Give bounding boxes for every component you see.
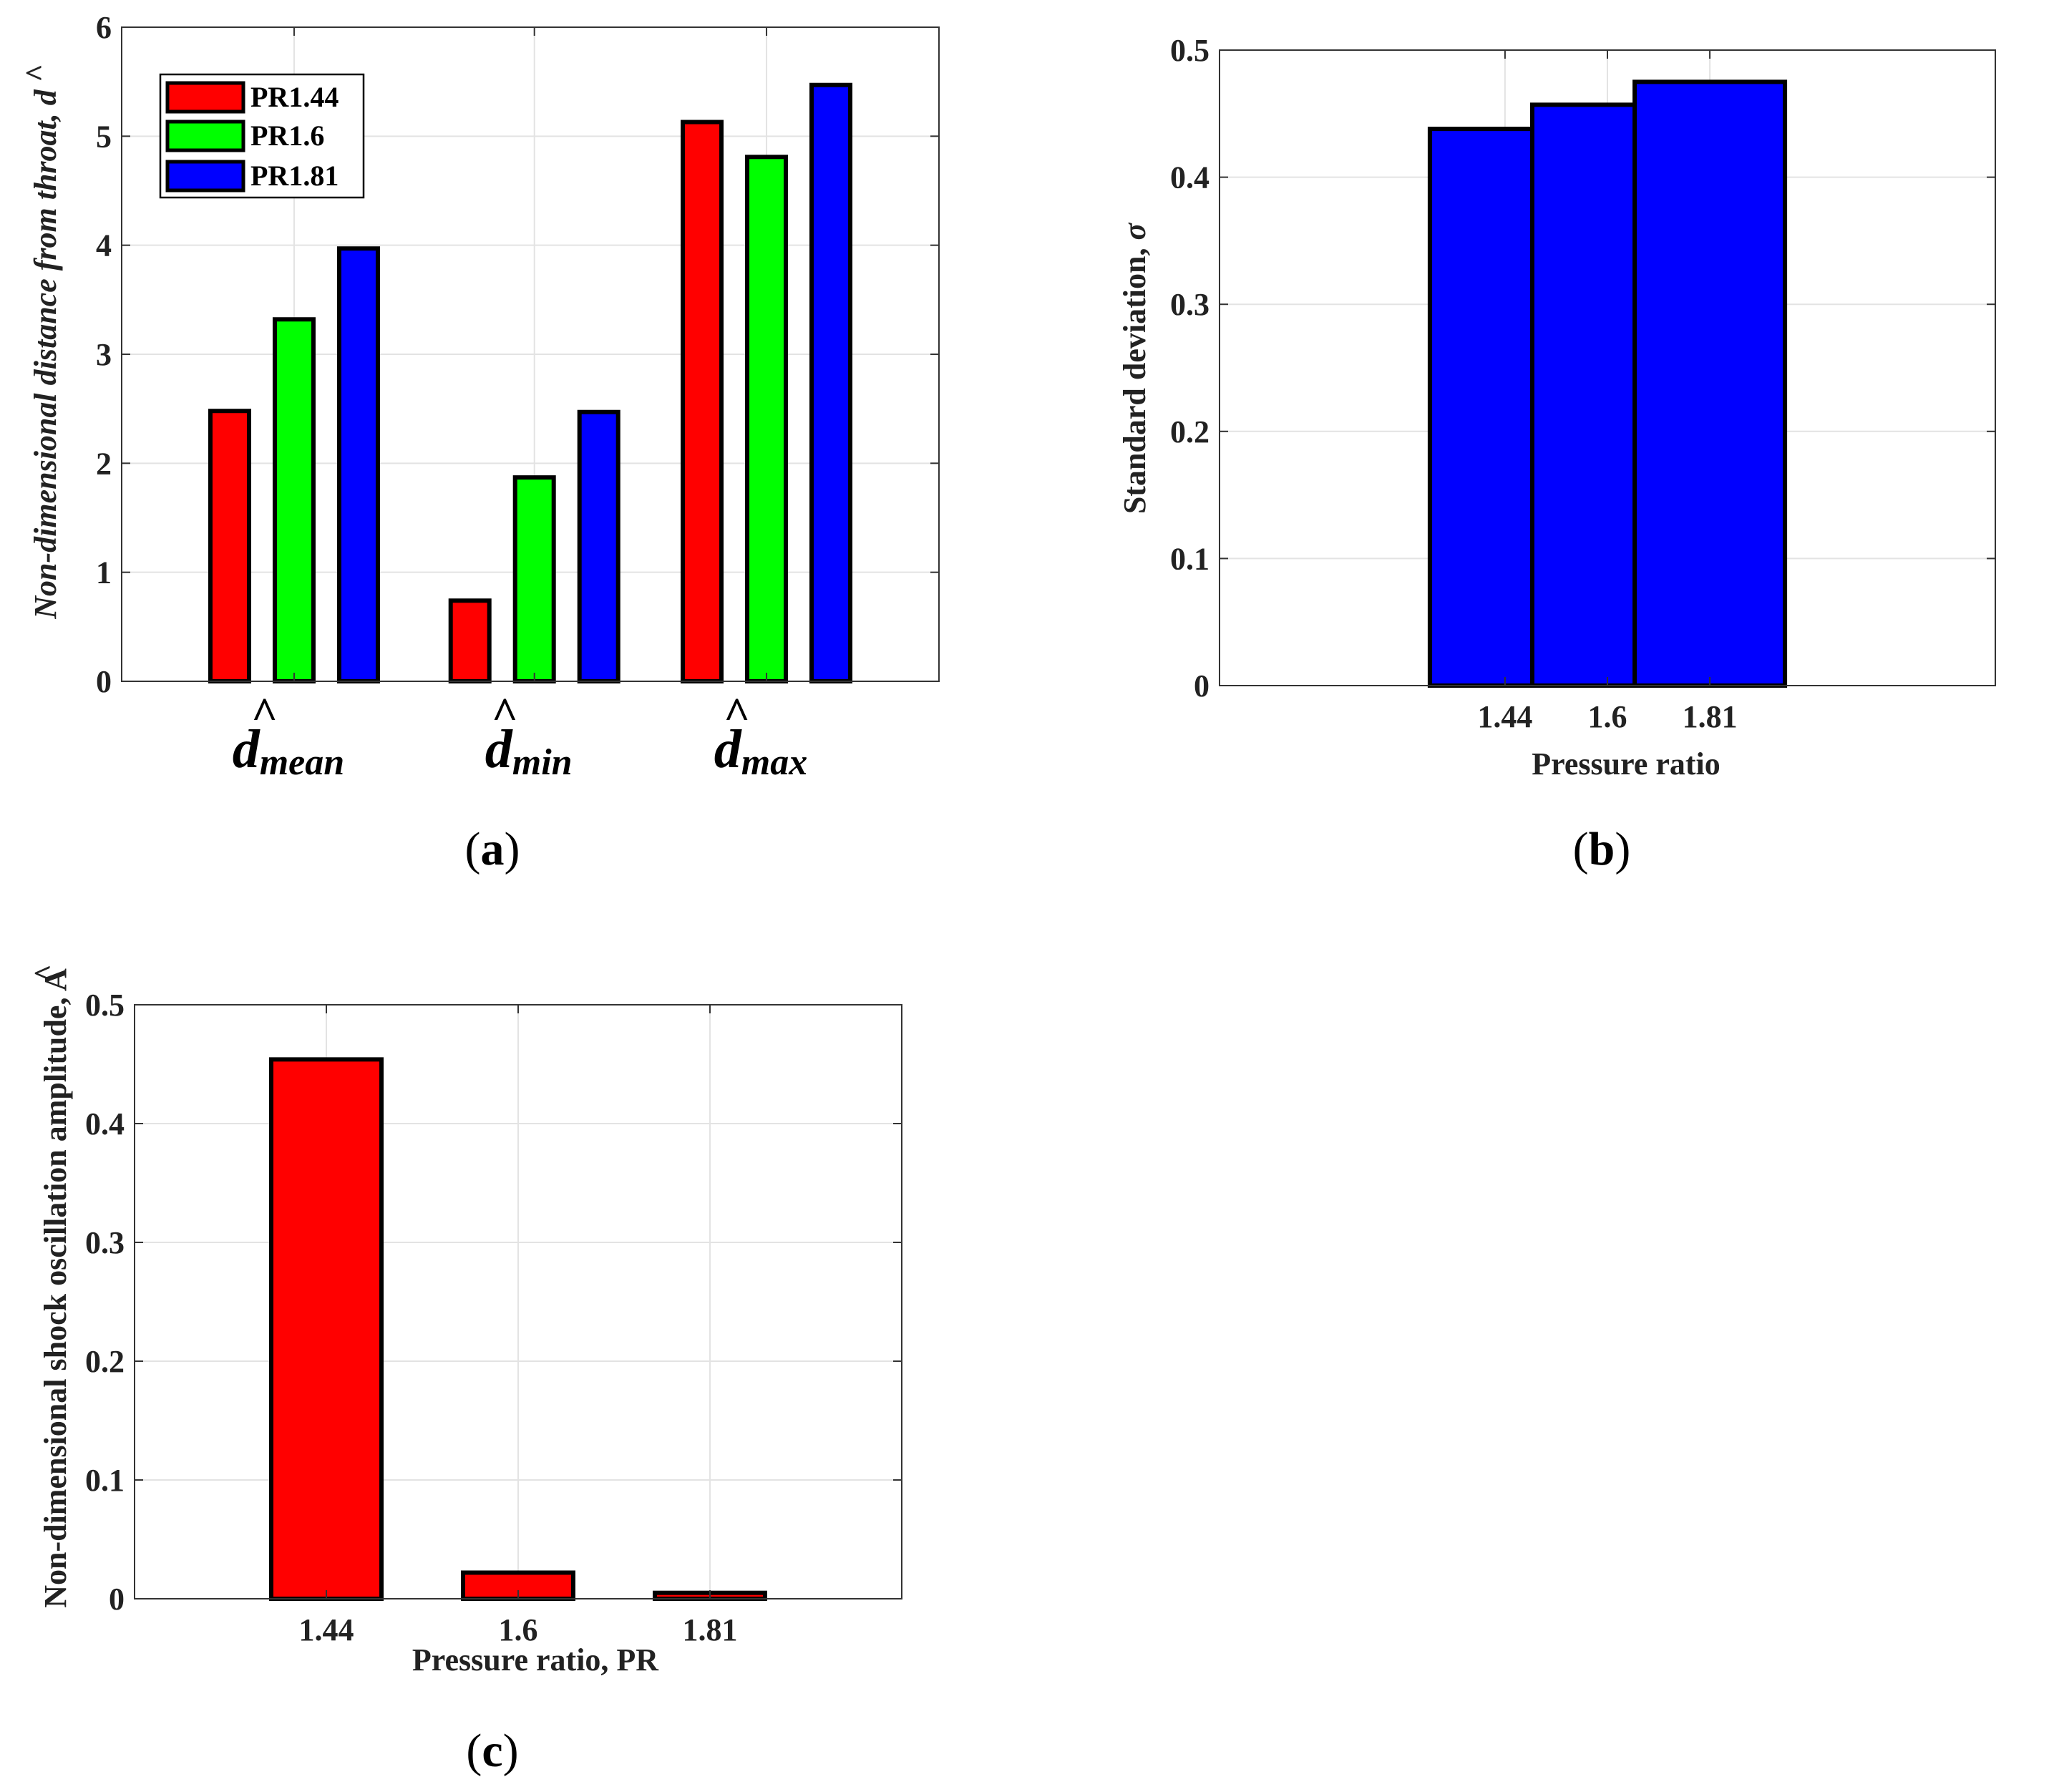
bar-PR144-mean [208, 409, 251, 683]
panel-b-x-tick-label: 1.6 [1588, 699, 1627, 734]
panel-b-y-tick-label: 0.5 [1170, 33, 1209, 68]
panel-a-legend: PR1.44 PR1.6 PR1.81 [159, 73, 365, 199]
category-label-d-mean: dmean^ [233, 688, 344, 783]
panel-c-x-tick-label: 1.44 [299, 1612, 354, 1647]
category-label-sub: max [741, 742, 807, 783]
bar-PR16-min [512, 475, 556, 683]
panel-c-chart: 0 0.1 0.2 0.3 0.4 0.5 1.44 1.6 1.81 Pressure ra… [28, 964, 902, 1777]
panel-b-x-tick-label: 1.81 [1683, 699, 1738, 734]
panel-a-y-axis-label: Non-dimensional distance from throat, d [28, 89, 63, 620]
legend-swatch-pr16 [165, 120, 245, 152]
panel-a-y-tick-label: 0 [96, 664, 112, 699]
panel-b-x-tick-label: 1.44 [1477, 699, 1532, 734]
legend-label-pr144: PR1.44 [250, 81, 339, 113]
bar-PR181-max [809, 82, 853, 683]
panel-c-y-tick-label: 0 [109, 1582, 125, 1617]
legend-label-pr16: PR1.6 [250, 120, 324, 152]
panel-b-bars [1427, 79, 1788, 688]
category-label-main: dmean [233, 719, 344, 783]
panel-c-y-axis-label-text: Non-dimensional shock oscillation amplit… [38, 991, 73, 1608]
panel-b-y-tick-label: 0 [1194, 668, 1209, 703]
panel-b-caption-letter: b [1589, 823, 1615, 875]
panel-c-y-axis-label-hat: ^ [28, 964, 63, 983]
category-label-hat: ^ [724, 688, 749, 739]
panel-a-y-axis-label-hat: ^ [19, 64, 54, 82]
panel-b-x-axis-label: Pressure ratio [1532, 746, 1720, 781]
panel-a-y-axis-label-text: Non-dimensional distance from throat, [28, 105, 63, 620]
category-label-base: d [233, 719, 261, 779]
panel-b-y-tick-label: 0.4 [1170, 160, 1209, 195]
panel-a-bars [208, 82, 853, 684]
panel-c-x-axis-label: Pressure ratio, PR [412, 1642, 659, 1677]
panel-c-caption-close: ) [503, 1725, 519, 1777]
panel-b-caption-close: ) [1615, 823, 1630, 875]
panel-a-y-tick-label: 1 [96, 555, 112, 590]
panel-c-caption: (c) [466, 1725, 518, 1777]
panel-a-y-axis-label-symbol: d [28, 89, 63, 105]
panel-c-y-tick-label: 0.5 [85, 988, 125, 1023]
panel-b-y-axis-label-text: Standard deviation, [1117, 240, 1152, 515]
panel-b-y-tick-label: 0.2 [1170, 414, 1209, 449]
panel-c-y-axis-label-symbol: A [38, 968, 73, 991]
panel-b-caption-open: ( [1573, 823, 1589, 875]
panel-c-caption-letter: c [482, 1725, 502, 1777]
panel-a-caption-open: ( [465, 823, 481, 875]
panel-a-caption: (a) [465, 823, 520, 875]
panel-a-caption-close: ) [505, 823, 520, 875]
panel-c-y-tick-label: 0.4 [85, 1106, 125, 1141]
panel-c-x-tick-label: 1.81 [683, 1612, 738, 1647]
panel-c-y-tick-label: 0.1 [85, 1463, 125, 1498]
panel-b-y-axis-label-symbol: σ [1117, 223, 1152, 240]
panel-c-grid [135, 1005, 902, 1599]
panel-a-y-tick-label: 6 [96, 10, 112, 45]
panel-c-y-axis-label: Non-dimensional shock oscillation amplit… [38, 968, 73, 1608]
legend-swatch-pr181 [165, 160, 245, 193]
panel-b-y-tick-label: 0.3 [1170, 287, 1209, 322]
panel-b-chart: 0 0.1 0.2 0.3 0.4 0.5 1.44 1.6 1.81 Pressure ra… [1117, 33, 1996, 875]
category-label-main: dmin [485, 719, 573, 783]
category-label-d-min: dmin^ [485, 688, 573, 783]
panel-b-y-ticks: 0 0.1 0.2 0.3 0.4 0.5 [1170, 33, 1995, 703]
panel-a-y-ticks: 0 1 2 3 4 5 6 [96, 10, 939, 699]
category-label-main: dmax [714, 719, 807, 783]
panel-c-y-tick-label: 0.2 [85, 1344, 125, 1379]
panel-b-bar-181 [1632, 79, 1788, 688]
panel-b-y-axis-label: Standard deviation, σ [1117, 223, 1152, 515]
panel-c-y-tick-label: 0.3 [85, 1225, 125, 1260]
legend-label-pr181: PR1.81 [250, 160, 339, 192]
category-label-base: d [485, 719, 513, 779]
bar-PR144-min [448, 598, 492, 683]
panel-c-x-ticks: 1.44 1.6 1.81 [299, 1005, 738, 1647]
panel-b-x-ticks: 1.44 1.6 1.81 [1477, 50, 1738, 734]
panel-a-y-tick-label: 2 [96, 446, 112, 481]
panel-a-caption-letter: a [481, 823, 505, 875]
bar-PR181-min [577, 409, 620, 684]
panel-a-y-tick-label: 3 [96, 337, 112, 372]
panel-c-bar-144 [269, 1057, 384, 1601]
legend-swatch-pr144 [165, 81, 245, 114]
panel-b-y-tick-label: 0.1 [1170, 541, 1209, 576]
panel-a-y-tick-label: 5 [96, 119, 112, 154]
category-label-sub: mean [260, 742, 344, 783]
bar-PR181-mean [336, 246, 380, 683]
panel-c-x-tick-label: 1.6 [499, 1612, 538, 1647]
bar-PR144-max [681, 120, 724, 683]
panel-a-category-labels: dmean^dmin^dmax^ [233, 688, 808, 783]
panel-a-y-tick-label: 4 [96, 228, 112, 263]
category-label-d-max: dmax^ [714, 688, 807, 783]
panel-b-caption: (b) [1573, 823, 1631, 875]
category-label-hat: ^ [491, 688, 517, 739]
bar-PR16-mean [272, 317, 316, 683]
panel-c-caption-open: ( [466, 1725, 482, 1777]
bar-PR16-max [745, 155, 789, 683]
panel-c-y-ticks: 0 0.1 0.2 0.3 0.4 0.5 [85, 988, 902, 1617]
category-label-sub: min [512, 742, 573, 783]
category-label-base: d [714, 719, 742, 779]
category-label-hat: ^ [251, 688, 277, 739]
